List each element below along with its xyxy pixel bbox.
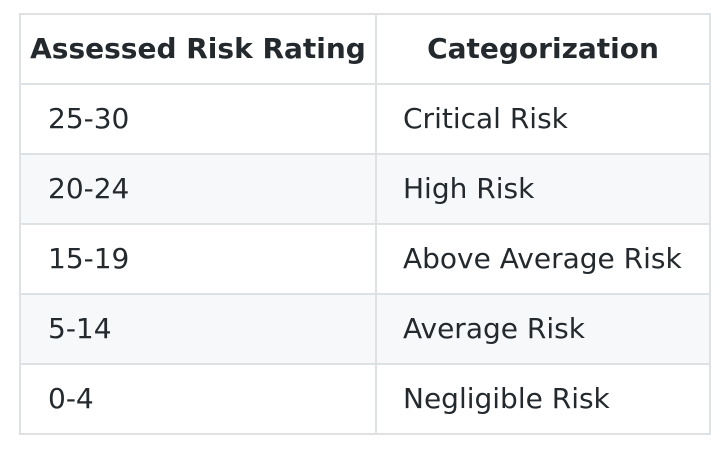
category-cell: Above Average Risk [375,223,711,295]
rating-cell: 25-30 [19,83,377,155]
header-categorization: Categorization [375,13,711,85]
category-cell: Average Risk [375,293,711,365]
rating-cell: 0-4 [19,363,377,435]
table-header: Assessed Risk Rating Categorization [19,13,711,85]
rating-cell: 15-19 [19,223,377,295]
rating-cell: 5-14 [19,293,377,365]
table-row: 15-19 Above Average Risk [19,223,711,295]
table-row: 25-30 Critical Risk [19,83,711,155]
category-cell: High Risk [375,153,711,225]
category-cell: Negligible Risk [375,363,711,435]
header-row: Assessed Risk Rating Categorization [19,13,711,85]
category-cell: Critical Risk [375,83,711,155]
rating-cell: 20-24 [19,153,377,225]
header-assessed-risk-rating: Assessed Risk Rating [19,13,377,85]
table-row: 20-24 High Risk [19,153,711,225]
table-row: 5-14 Average Risk [19,293,711,365]
table-body: 25-30 Critical Risk 20-24 High Risk 15-1… [19,83,711,435]
table-row: 0-4 Negligible Risk [19,363,711,435]
risk-rating-table: Assessed Risk Rating Categorization 25-3… [19,13,711,435]
